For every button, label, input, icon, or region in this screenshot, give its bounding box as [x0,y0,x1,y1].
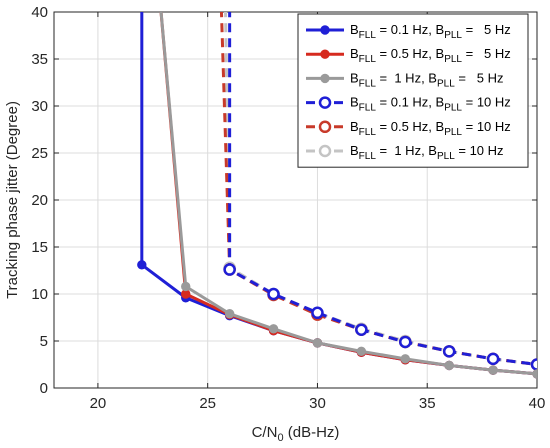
plot-area [137,12,537,379]
data-point [137,260,147,270]
data-point [356,346,367,357]
y-tick-label: 25 [31,145,48,162]
legend-label: BFLL = 0.5 Hz, BPLL = 5 Hz [350,46,511,65]
data-point [399,335,412,349]
y-tick-label: 20 [31,192,48,209]
y-tick-label: 0 [40,380,48,397]
legend-marker [318,96,332,109]
y-axis-label: Tracking phase jitter (Degree) [4,101,21,299]
y-tick-label: 30 [31,98,48,115]
y-tick-label: 5 [40,333,48,350]
series-line [159,12,537,376]
data-point [486,352,500,366]
data-point [530,358,537,371]
data-point [400,354,410,364]
legend-label: BFLL = 1 Hz, BPLL = 5 Hz [350,70,504,89]
axes [53,11,538,389]
legend-box [297,13,529,168]
legend-marker [320,25,330,35]
data-point [312,338,323,348]
tick-labels: 20 25 30 35 40 0 5 10 15 20 25 30 35 40 [31,4,545,412]
x-tick-label: 25 [199,395,216,412]
x-axis-label: C/N0 (dB-Hz) [252,424,340,444]
data-point [488,365,498,375]
data-point [223,263,236,276]
legend-label: BFLL = 0.5 Hz, BPLL = 10 Hz [350,119,511,138]
x-tick-label: 35 [419,395,436,412]
legend-marker [320,49,330,59]
data-point [355,323,368,336]
x-tick-label: 40 [529,395,546,412]
y-tick-label: 15 [31,239,48,256]
data-point [268,324,279,334]
x-tick-label: 20 [90,395,107,412]
legend: BFLL = 0.1 Hz, BPLL = 5 Hz BFLL = 0.5 Hz,… [297,13,529,168]
x-tick-label: 30 [309,395,326,412]
y-tick-label: 35 [31,51,48,68]
series-group [137,12,537,379]
legend-label: BFLL = 0.1 Hz, BPLL = 5 Hz [350,22,511,41]
data-point [444,360,454,371]
legend-marker [318,120,332,134]
data-point [532,369,537,379]
data-point [442,345,456,358]
data-point [267,287,280,301]
data-point [181,281,191,292]
legend-label: BFLL = 1 Hz, BPLL = 10 Hz [350,143,504,162]
data-point [224,309,235,319]
legend-label: BFLL = 0.1 Hz, BPLL = 10 Hz [350,95,511,114]
data-point [311,306,324,320]
legend-marker [318,144,332,158]
legend-marker [320,73,330,84]
y-tick-label: 40 [31,4,48,21]
y-tick-label: 10 [31,286,48,303]
